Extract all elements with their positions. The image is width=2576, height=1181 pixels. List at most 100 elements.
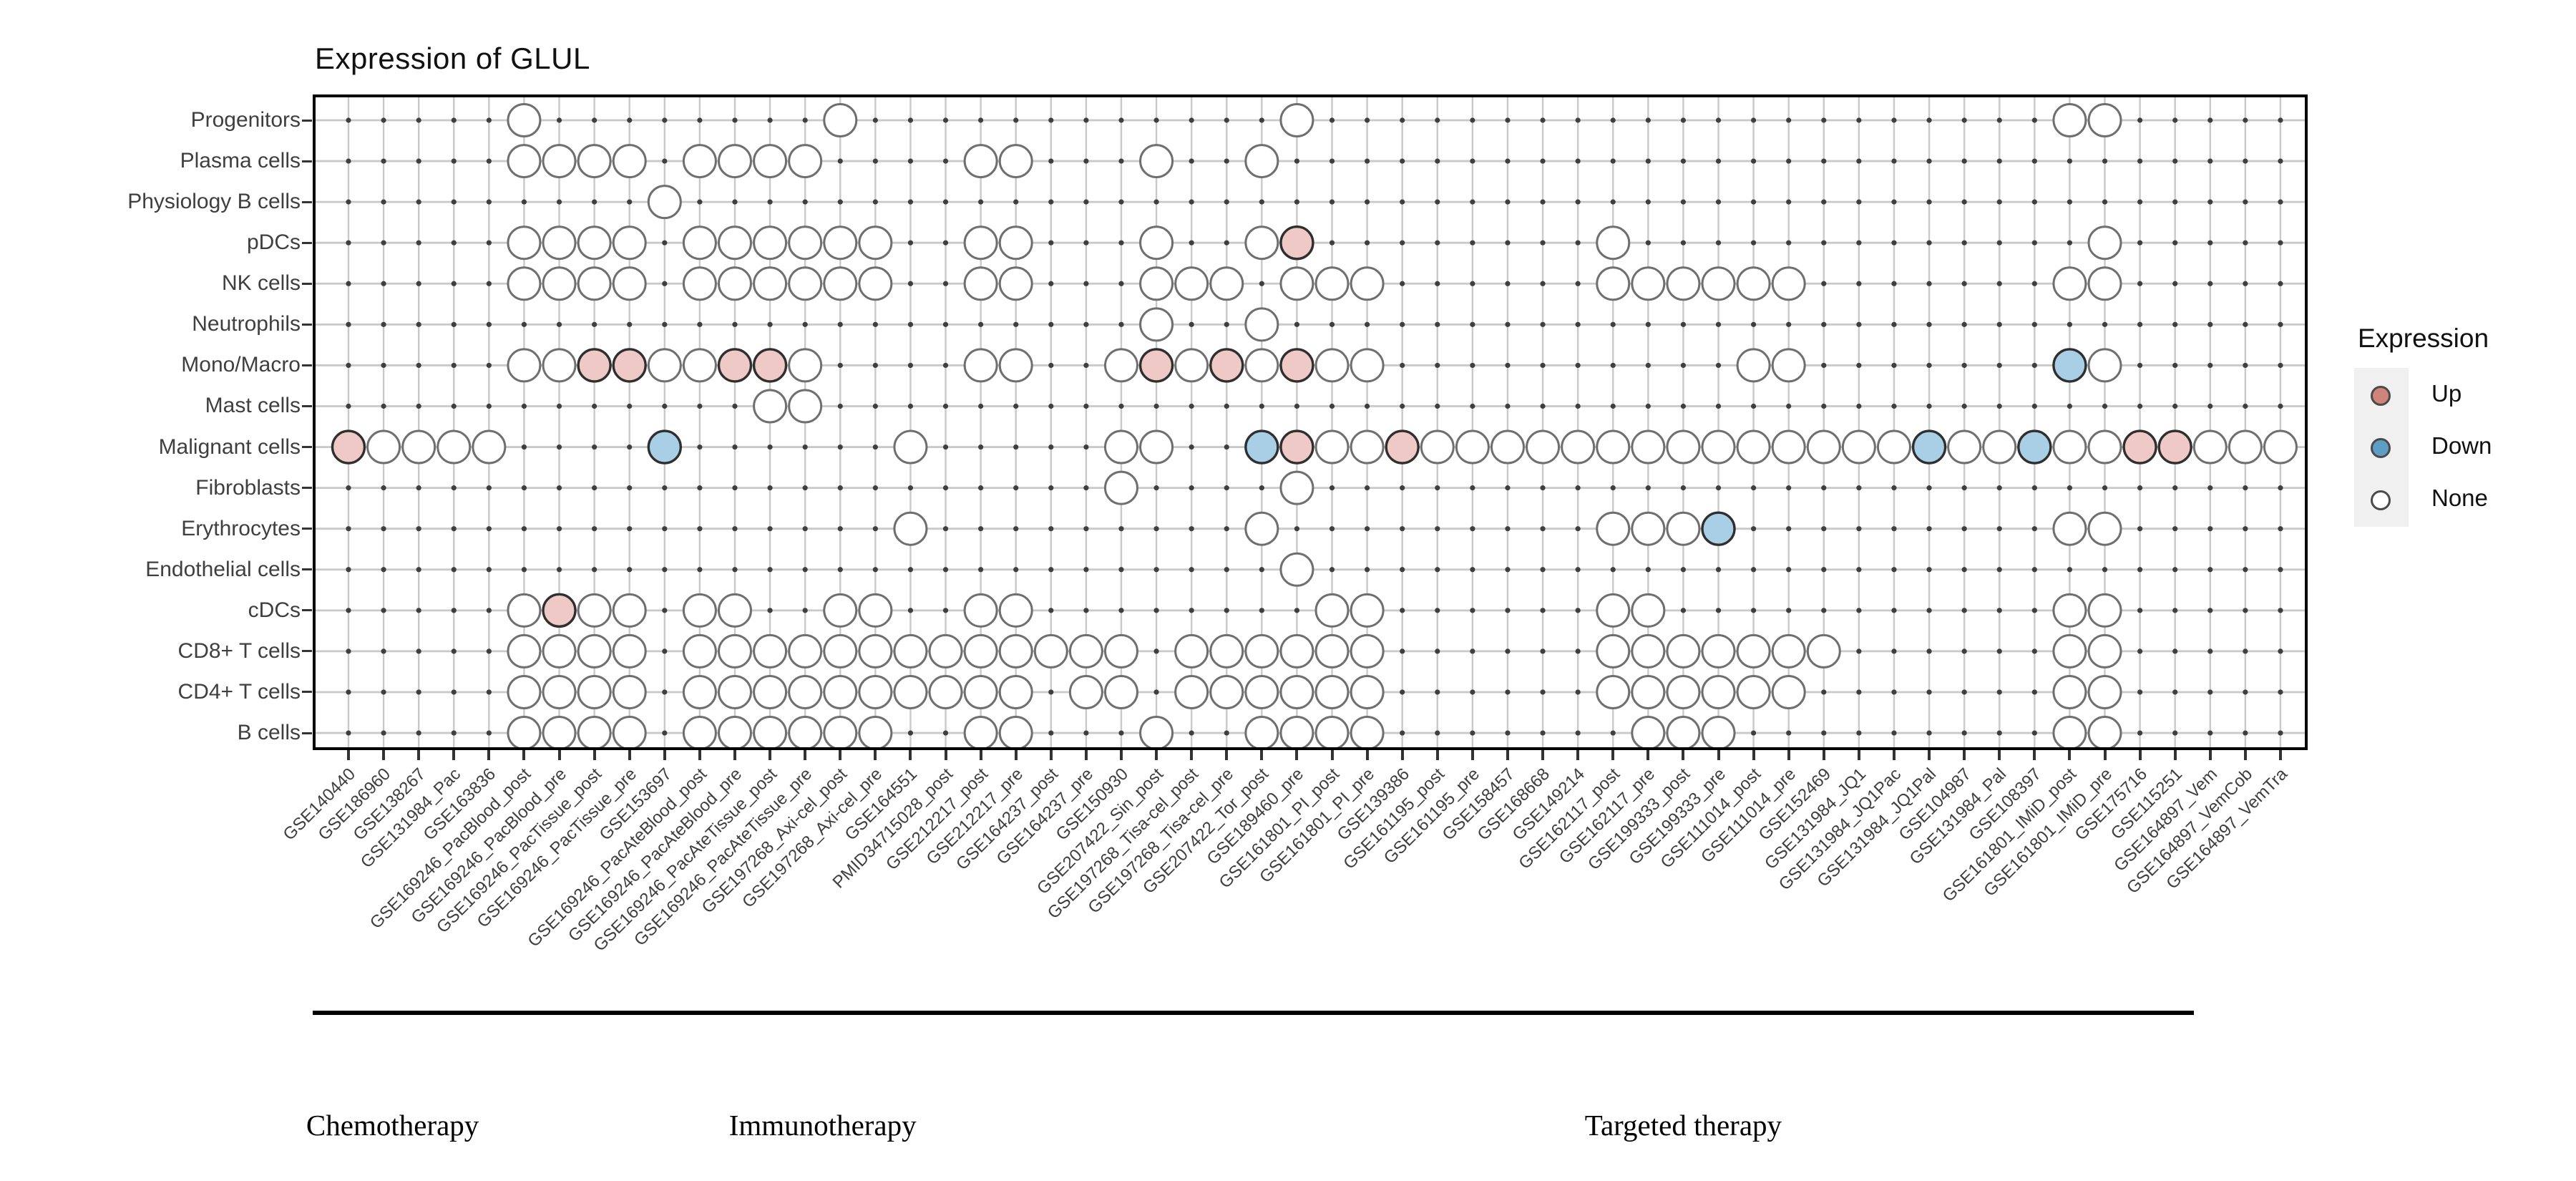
x-axis-tick: [944, 750, 947, 760]
grid-dot: [1856, 608, 1862, 613]
legend-key-none-dot: [2371, 490, 2391, 510]
grid-dot: [1259, 281, 1264, 286]
grid-dot: [1153, 567, 1159, 573]
grid-dot: [451, 403, 457, 409]
grid-dot: [2278, 158, 2283, 164]
grid-dot: [802, 526, 808, 532]
y-axis-label: Mast cells: [205, 394, 301, 418]
grid-dot: [556, 403, 562, 409]
grid-dot: [1505, 567, 1511, 573]
expression-dot-none: [858, 593, 893, 628]
expression-dot-none: [1314, 633, 1350, 669]
grid-dot: [2137, 362, 2143, 369]
expression-dot-none: [823, 225, 858, 261]
expression-dot-none: [612, 674, 647, 709]
grid-dot: [2278, 199, 2283, 205]
x-axis-tick: [804, 750, 807, 760]
grid-dot: [346, 158, 351, 164]
grid-dot: [627, 321, 633, 327]
x-axis-tick: [1400, 750, 1404, 760]
grid-dot: [942, 567, 949, 573]
x-axis-tick: [1998, 750, 2001, 760]
grid-dot: [2243, 362, 2248, 369]
grid-dot: [1435, 567, 1440, 573]
grid-dot: [1013, 526, 1019, 532]
grid-dot: [2278, 689, 2283, 695]
grid-dot: [1680, 403, 1687, 409]
grid-dot: [1821, 281, 1827, 286]
grid-dot: [1821, 117, 1827, 123]
expression-dot-none: [507, 144, 542, 179]
grid-dot: [1715, 158, 1722, 164]
grid-dot: [1996, 648, 2002, 654]
grid-dot: [1715, 485, 1722, 491]
x-axis-tick: [2138, 750, 2142, 760]
grid-dot: [1786, 240, 1792, 246]
grid-dot: [907, 117, 914, 123]
expression-dot-none: [682, 348, 717, 383]
grid-dot: [837, 485, 843, 491]
expression-dot-none: [1244, 225, 1279, 261]
grid-dot: [1224, 240, 1229, 246]
expression-dot-none: [1490, 429, 1525, 465]
grid-dot: [346, 648, 351, 654]
grid-dot: [1786, 117, 1792, 123]
expression-dot-none: [753, 389, 788, 424]
grid-dot: [1400, 608, 1405, 613]
grid-dot: [1856, 117, 1862, 123]
expression-dot-none: [1947, 429, 1982, 465]
grid-dot: [1786, 403, 1792, 409]
grid-dot: [2102, 321, 2108, 327]
grid-dot: [1680, 240, 1687, 246]
grid-dot: [1048, 199, 1054, 205]
grid-dot: [1470, 485, 1475, 491]
expression-dot-none: [963, 593, 998, 628]
grid-dot: [2278, 117, 2283, 123]
grid-dot: [837, 526, 843, 532]
grid-dot: [556, 117, 562, 123]
grid-dot: [1715, 608, 1722, 613]
grid-dot: [1224, 730, 1229, 736]
expression-dot-none: [823, 266, 858, 301]
grid-dot: [1715, 240, 1722, 246]
x-axis-tick: [1892, 750, 1896, 760]
expression-dot-none: [577, 144, 612, 179]
y-axis-label: CD4+ T cells: [177, 679, 301, 704]
grid-dot: [1329, 485, 1335, 491]
grid-dot: [1610, 403, 1616, 409]
grid-dot: [1118, 403, 1124, 409]
grid-dot: [2207, 485, 2213, 491]
expression-dot-up: [1279, 429, 1314, 465]
grid-dot: [662, 240, 668, 246]
grid-dot: [451, 730, 457, 736]
grid-dot: [1575, 485, 1581, 491]
grid-dot: [1329, 567, 1335, 573]
x-axis-tick: [1049, 750, 1053, 760]
grid-dot: [1575, 117, 1581, 123]
expression-dot-none: [1596, 633, 1631, 669]
grid-dot: [451, 117, 457, 123]
expression-dot-none: [788, 348, 823, 383]
grid-dot: [451, 158, 457, 164]
grid-dot: [1751, 117, 1757, 123]
grid-dot: [2137, 526, 2143, 532]
grid-dot: [1645, 199, 1651, 205]
grid-dot: [1926, 730, 1932, 736]
grid-dot: [1751, 608, 1757, 613]
grid-dot: [1118, 730, 1124, 736]
grid-dot: [1083, 199, 1089, 205]
grid-dot: [872, 485, 878, 491]
grid-dot: [1118, 321, 1124, 327]
grid-dot: [2243, 567, 2248, 573]
y-axis-tick: [302, 323, 312, 326]
grid-dot: [1891, 485, 1897, 491]
grid-dot: [2207, 608, 2213, 613]
expression-dot-none: [682, 674, 717, 709]
grid-dot: [1365, 199, 1370, 205]
expression-dot-none: [612, 144, 647, 179]
y-axis-tick: [302, 609, 312, 612]
grid-dot: [1118, 608, 1124, 613]
grid-dot: [1786, 608, 1792, 613]
expression-dot-none: [542, 225, 577, 261]
grid-dot: [381, 321, 386, 327]
